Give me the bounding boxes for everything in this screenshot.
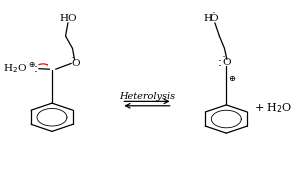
Text: ⊕: ⊕ — [28, 60, 34, 69]
Text: Heterolysis: Heterolysis — [119, 91, 175, 101]
Text: + H$_2$O: + H$_2$O — [254, 101, 293, 115]
Text: H: H — [203, 14, 212, 23]
FancyArrowPatch shape — [39, 64, 47, 65]
Text: ··: ·· — [70, 54, 75, 63]
Text: ··: ·· — [222, 53, 226, 62]
Text: HO: HO — [60, 14, 77, 23]
Text: :: : — [34, 62, 38, 75]
Text: O: O — [71, 59, 80, 68]
Text: O: O — [222, 58, 231, 67]
Text: ⊕: ⊕ — [228, 75, 235, 83]
Text: :: : — [218, 56, 222, 69]
Text: O: O — [210, 14, 218, 23]
Text: H$_2$O: H$_2$O — [3, 62, 27, 75]
Text: ··: ·· — [211, 9, 216, 18]
